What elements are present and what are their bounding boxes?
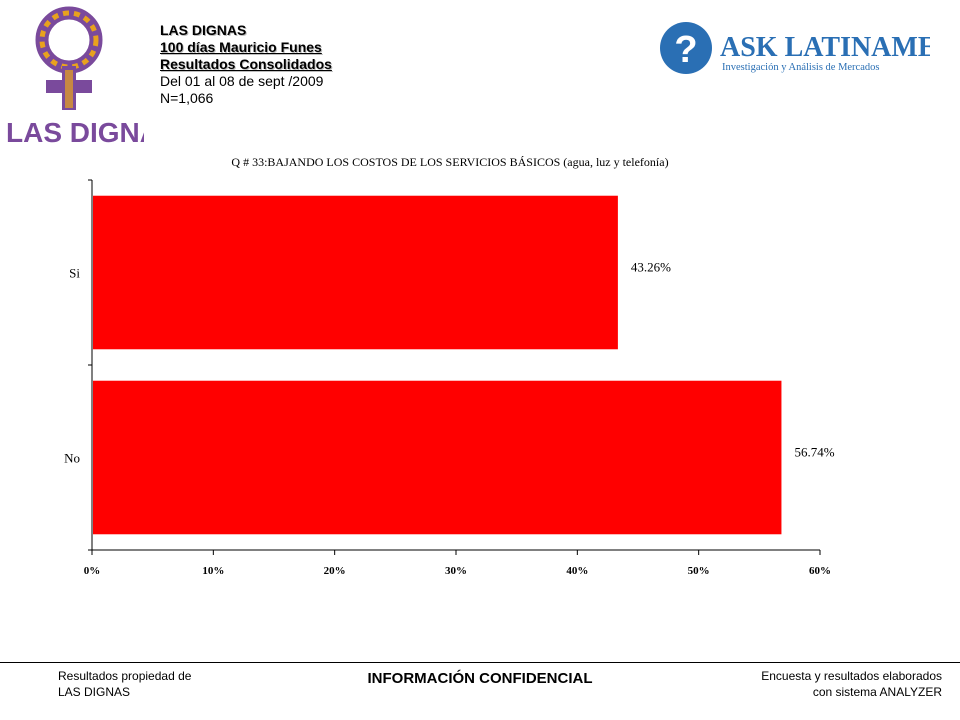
header-sample: N=1,066 bbox=[160, 90, 214, 106]
svg-text:?: ? bbox=[674, 29, 697, 71]
bar-si bbox=[93, 195, 618, 350]
x-tick-label: 30% bbox=[445, 565, 467, 577]
ask-latinamerica-logo: ? ASK LATINAMERICA Investigación y Análi… bbox=[658, 18, 960, 80]
report-header: LAS DIGNAS 100 días Mauricio Funes Resul… bbox=[160, 22, 332, 107]
header-results: Resultados Consolidados bbox=[160, 56, 332, 72]
header-dates: Del 01 al 08 de sept /2009 bbox=[160, 73, 324, 89]
venus-symbol-icon: LAS DIGNAS bbox=[6, 6, 179, 148]
data-label: 56.74% bbox=[794, 445, 834, 460]
x-tick-label: 50% bbox=[688, 565, 710, 577]
chart-title: Q # 33:BAJANDO LOS COSTOS DE LOS SERVICI… bbox=[231, 155, 669, 169]
x-tick-label: 10% bbox=[202, 565, 224, 577]
footer-right-line1: Encuesta y resultados elaborados bbox=[761, 669, 942, 683]
x-tick-label: 0% bbox=[84, 565, 101, 577]
footer-credits: Encuesta y resultados elaborados con sis… bbox=[761, 668, 942, 700]
category-label: No bbox=[64, 451, 80, 466]
footer-left-line1: Resultados propiedad de bbox=[58, 669, 192, 683]
brand-tagline: Investigación y Análisis de Mercados bbox=[722, 62, 879, 73]
x-tick-label: 40% bbox=[566, 565, 588, 577]
brand-name: ASK LATINAMERICA bbox=[720, 32, 930, 63]
logo-text: LAS DIGNAS bbox=[6, 117, 144, 146]
footer-divider bbox=[0, 662, 960, 663]
x-tick-label: 20% bbox=[324, 565, 346, 577]
x-tick-label: 60% bbox=[809, 565, 831, 577]
confidential-label: INFORMACIÓN CONFIDENCIAL bbox=[367, 670, 593, 687]
data-label: 43.26% bbox=[631, 260, 671, 275]
footer-ownership: Resultados propiedad de LAS DIGNAS bbox=[58, 668, 191, 700]
las-dignas-logo: LAS DIGNAS bbox=[4, 4, 179, 148]
header-subject: 100 días Mauricio Funes bbox=[160, 39, 322, 55]
footer-left-line2: LAS DIGNAS bbox=[58, 685, 131, 699]
bar-no bbox=[93, 380, 782, 535]
category-label: Si bbox=[69, 266, 80, 281]
footer-right-line2: con sistema ANALYZER bbox=[812, 685, 942, 699]
header-org: LAS DIGNAS bbox=[160, 22, 247, 38]
horizontal-bar-chart: Si 43.26% No 56.74% 0% 10% 20% 30% 40% 50% 60% bbox=[64, 179, 835, 577]
question-mark-icon bbox=[660, 22, 712, 74]
